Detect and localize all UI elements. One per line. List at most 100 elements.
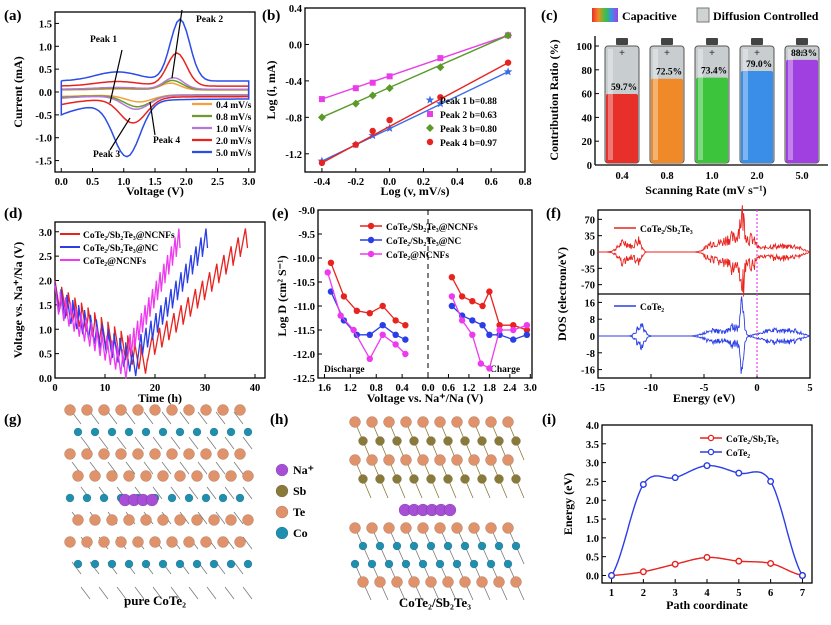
e-point <box>469 331 476 338</box>
h-sb-atom <box>375 474 385 484</box>
h-caption: CoTe₂/Sb₂Te₃ <box>399 595 471 610</box>
g-te-atom <box>191 470 203 482</box>
g-bond <box>125 411 136 425</box>
e-point <box>458 317 466 324</box>
b-ytick-label: -1.2 <box>285 150 302 161</box>
g-te-atom <box>191 514 203 526</box>
c-battery-plus: + <box>619 48 625 59</box>
g-bond <box>215 511 226 525</box>
i-ytick-label: 2.5 <box>586 477 599 488</box>
g-co-atom <box>235 493 245 503</box>
d-ytick-label: 2.0 <box>39 277 52 288</box>
e-xtick-label: 0.0 <box>421 383 434 394</box>
e-xtick-label: 1.2 <box>344 383 357 394</box>
h-te-atom <box>459 576 471 588</box>
g-te-atom <box>123 514 135 526</box>
g-bond <box>152 436 163 450</box>
h-te-atom <box>493 576 505 588</box>
e-point <box>469 298 476 305</box>
e-point <box>448 274 456 281</box>
b-fit-line-3 <box>321 62 509 164</box>
b-xtick-label: -0.4 <box>314 177 331 188</box>
c-ylabel: Contribution Ratio (%) <box>547 39 561 160</box>
g-te-atom <box>149 404 161 416</box>
b-legend-marker <box>426 138 434 146</box>
h-sb-atom <box>358 474 368 484</box>
h-co-atom <box>367 559 377 569</box>
h-te-atom <box>400 454 412 466</box>
e-point <box>324 269 331 276</box>
g-bond <box>206 586 217 600</box>
g-co-atom <box>218 493 228 503</box>
f-top-ytick-label: 35 <box>585 232 596 243</box>
g-co-atom <box>99 493 109 503</box>
g-co-atom <box>243 427 253 437</box>
d-xtick-label: 0 <box>52 383 57 394</box>
i-ytick-label: 0.0 <box>586 571 599 582</box>
f-bot-ytick-label: -8 <box>586 349 595 360</box>
h-co-atom <box>375 541 385 551</box>
c-legend-capacitive-swatch <box>592 8 618 22</box>
g-bond <box>125 461 136 475</box>
g-co-atom <box>243 559 253 569</box>
e-ytick-label: -12.0 <box>293 350 315 361</box>
e-xtick-label: 1.6 <box>318 383 331 394</box>
e-point <box>523 331 531 338</box>
c-battery-plus: + <box>664 48 670 59</box>
c-legend-diffusion: Diffusion Controlled <box>713 9 819 23</box>
panel-a-frame <box>54 11 256 173</box>
c-bar-1.0 <box>696 77 728 163</box>
h-te-atom <box>442 576 454 588</box>
g-bond <box>161 411 172 425</box>
i-legend-marker <box>707 448 715 456</box>
i-point <box>767 559 775 567</box>
e-point <box>340 293 348 300</box>
i-ytick-label: 4.0 <box>586 421 599 432</box>
b-point <box>318 96 325 103</box>
b-xtick-label: 0.2 <box>417 177 430 188</box>
h-te-atom <box>485 416 497 428</box>
g-co-atom <box>192 559 202 569</box>
b-legend-label: Peak 3 b=0.80 <box>440 125 497 135</box>
f-dos-bottom-up <box>598 296 810 337</box>
g-bond <box>224 436 235 450</box>
g-te-atom <box>106 514 118 526</box>
h-co-atom <box>418 559 428 569</box>
f-legend-bottom: CoTe₂ <box>640 303 664 313</box>
g-co-atom <box>158 559 168 569</box>
h-co-atom <box>401 559 411 569</box>
h-te-atom <box>417 522 429 534</box>
g-te-atom <box>234 448 246 460</box>
h-te-atom <box>383 454 395 466</box>
h-sb-atom <box>477 474 487 484</box>
h-te-atom <box>366 416 378 428</box>
i-point <box>798 571 806 579</box>
c-ytick-label: 20 <box>582 137 593 148</box>
c-xtick-label: 0.8 <box>660 171 673 182</box>
e-xtick-label: 1.2 <box>462 383 475 394</box>
e-xtick-label: 0.4 <box>396 383 410 394</box>
g-te-atom <box>234 404 246 416</box>
b-point <box>317 113 326 122</box>
e-ytick-label: -11.5 <box>294 326 315 337</box>
e-point <box>379 302 386 310</box>
h-te-atom <box>349 454 361 466</box>
e-point <box>402 322 409 329</box>
h-sb-atom <box>494 436 504 446</box>
a-legend-label: 2.0 mV/s <box>216 137 252 147</box>
e-point <box>469 317 476 324</box>
d-xtick-label: 30 <box>200 383 211 394</box>
g-bond <box>206 486 217 500</box>
a-ytick-label: -1.5 <box>35 157 52 168</box>
g-bond <box>242 436 253 450</box>
c-bar-value: 73.4% <box>701 67 727 77</box>
b-legend-label: Peak 1 b=0.88 <box>440 97 497 107</box>
g-te-atom <box>81 448 93 460</box>
f-xlabel: Energy (eV) <box>673 391 735 405</box>
g-te-atom <box>242 470 254 482</box>
h-co-atom <box>486 559 496 569</box>
f-top-ytick-label: -70 <box>581 281 595 292</box>
a-xtick-label: 0.5 <box>86 177 99 188</box>
b-point <box>503 67 513 76</box>
g-te-atom <box>123 470 135 482</box>
